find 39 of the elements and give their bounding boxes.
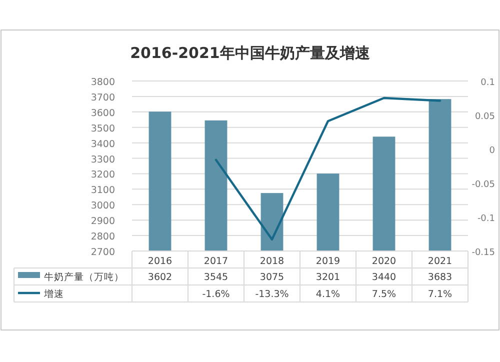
data-label: 3201: [316, 272, 340, 283]
data-label: -13.3%: [255, 289, 289, 300]
y2-tick-label: -0.1: [477, 214, 495, 224]
y-tick-label: 2800: [90, 232, 115, 243]
y-tick-label: 3100: [90, 185, 115, 196]
x-tick-label: 2020: [372, 256, 396, 267]
data-label: 7.5%: [372, 289, 396, 300]
y-tick-label: 3400: [90, 138, 115, 150]
y-tick-label: 3800: [90, 77, 115, 88]
y2-tick-label: -0.15: [472, 248, 495, 258]
y-tick-label: 3600: [90, 108, 115, 119]
data-label: -1.6%: [202, 289, 230, 300]
y-tick-label: 3500: [90, 123, 115, 134]
data-label: 3545: [204, 272, 228, 283]
data-label: 7.1%: [428, 289, 452, 300]
y2-tick-label: 0: [489, 146, 496, 156]
data-label: 3602: [148, 272, 172, 283]
x-tick-label: 2017: [204, 256, 228, 267]
y-tick-label: 3700: [90, 92, 115, 104]
y-tick-label: 2900: [90, 216, 115, 228]
data-label: 3075: [260, 272, 284, 283]
chart-title: 2016-2021年中国牛奶产量及增速: [130, 44, 371, 62]
legend-label: 牛奶产量（万吨）: [44, 271, 124, 283]
legend-label: 增速: [43, 288, 64, 300]
data-label: 3440: [372, 272, 396, 283]
y2-tick-label: 0.05: [474, 112, 495, 122]
y2-tick-label: -0.05: [472, 180, 495, 190]
y-tick-label: 3000: [90, 200, 115, 212]
y-tick-label: 2700: [90, 247, 115, 258]
x-tick-label: 2016: [148, 256, 172, 267]
data-label: 4.1%: [316, 289, 340, 300]
data-label: 3683: [428, 272, 452, 283]
y2-tick-label: 0.1: [480, 78, 495, 88]
x-tick-label: 2019: [316, 256, 340, 267]
line-series: [214, 96, 442, 241]
x-tick-label: 2018: [260, 256, 284, 267]
y-tick-label: 3300: [90, 154, 115, 166]
x-tick-label: 2021: [428, 256, 452, 267]
y-tick-label: 3200: [90, 170, 115, 181]
